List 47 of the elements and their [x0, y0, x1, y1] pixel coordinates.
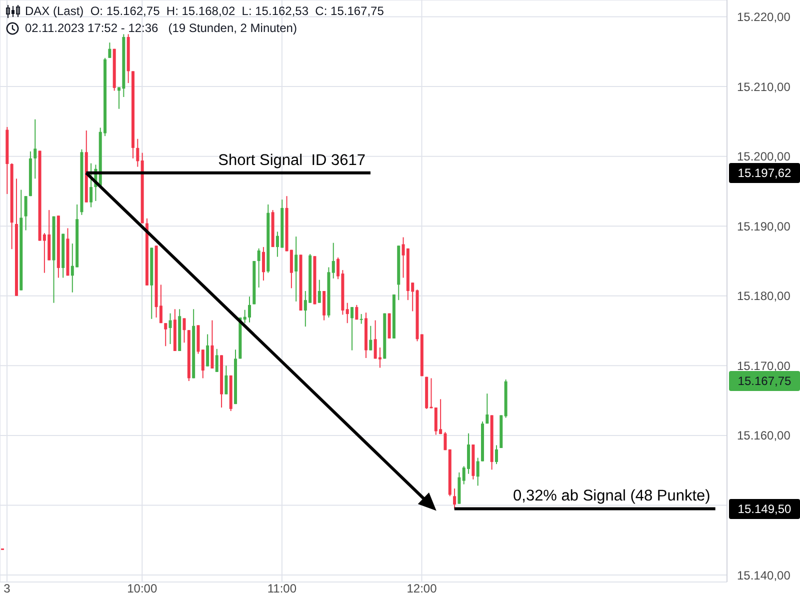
candlestick — [248, 296, 251, 323]
chart-title: DAX (Last) O: 15.162,75 H: 15.168,02 L: 15.162,53 C: 15.167,75 — [25, 4, 384, 18]
candlestick — [476, 457, 480, 486]
candlestick — [224, 365, 228, 395]
candlestick — [257, 248, 260, 288]
y-tick-label: 15.190,00 — [737, 219, 791, 234]
y-tick-label: 15.180,00 — [737, 289, 791, 304]
candlestick — [350, 306, 354, 351]
y-tick-label: 15.140,00 — [737, 568, 791, 582]
x-tick-label: 10:00 — [127, 582, 158, 596]
candlestick — [332, 242, 335, 279]
candlestick — [486, 393, 489, 424]
candlestick — [182, 318, 186, 344]
candlestick — [136, 138, 140, 168]
candlestick — [24, 196, 28, 231]
candlestick — [453, 488, 456, 510]
y-tick-label: 15.200,00 — [737, 150, 791, 164]
candlestick — [494, 444, 498, 465]
candlestick — [369, 325, 372, 351]
x-tick-label: 11:00 — [267, 582, 297, 596]
y-tick-label: 15.170,00 — [737, 358, 791, 373]
candlestick — [34, 118, 37, 180]
text: 15.197,62 — [729, 162, 800, 183]
y-tick-label: 15.160,00 — [737, 428, 791, 443]
candlestick — [360, 314, 363, 324]
candlestick — [215, 348, 218, 372]
candlestick — [206, 334, 210, 367]
series-label: 0,32% ab Signal (48 Punkte) — [513, 488, 710, 505]
candlestick — [355, 304, 358, 320]
candlestick — [90, 162, 93, 208]
candlestick — [346, 302, 349, 324]
x-tick-label: 12:00 — [406, 582, 438, 596]
candlestick — [210, 320, 214, 369]
candlestick — [168, 312, 172, 345]
candlestick — [164, 322, 168, 347]
candlestick — [201, 349, 204, 379]
text: 15.149,50 — [729, 498, 800, 519]
candlestick — [262, 246, 265, 282]
x-tick-label: 3 — [4, 582, 11, 596]
candlestick — [294, 236, 298, 302]
text: 15.167,75 — [729, 371, 800, 392]
candlestick — [108, 42, 112, 58]
text: 02.11.2023 17:52 - 12:36 (19 Stunden, 2 Minuten) — [25, 21, 297, 35]
y-tick-label: 15.220,00 — [737, 10, 791, 24]
y-tick-label: 15.210,00 — [737, 80, 791, 94]
candlestick — [318, 279, 321, 304]
series-label: Short Signal ID 3617 — [218, 152, 366, 169]
